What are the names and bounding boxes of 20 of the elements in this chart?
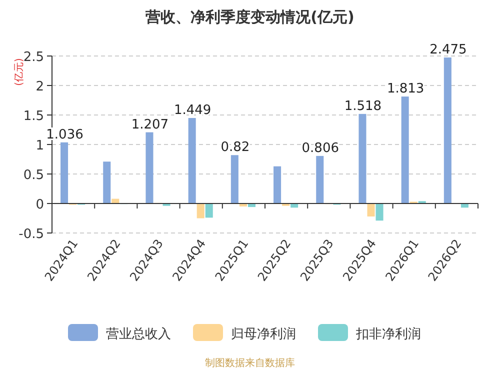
y-tick-label: 2.5	[23, 50, 44, 65]
legend-label: 营业总收入	[106, 327, 171, 342]
y-tick-label: 1.5	[23, 109, 44, 124]
y-tick-label: 2	[36, 80, 44, 94]
data-label: 0.806	[302, 140, 339, 156]
legend-label: 扣非净利润	[355, 327, 421, 342]
legend-label: 归母净利润	[231, 327, 296, 342]
data-label: 2.475	[430, 42, 467, 58]
y-tick-label: -0.5	[18, 227, 44, 242]
y-axis-title: (亿元)	[14, 58, 25, 86]
data-label: 1.207	[131, 117, 169, 132]
data-label: 1.518	[344, 98, 382, 114]
data-label: 0.82	[220, 140, 250, 156]
y-tick-label: 0.5	[23, 168, 44, 183]
y-tick-label: 1	[36, 138, 44, 154]
chart-title: 营收、净利季度变动情况(亿元)	[144, 8, 354, 26]
data-label: 1.449	[174, 103, 212, 118]
text: 制图数据来自数据库	[205, 357, 295, 369]
data-label: 1.813	[386, 82, 424, 97]
y-tick-label: 0	[36, 198, 44, 212]
